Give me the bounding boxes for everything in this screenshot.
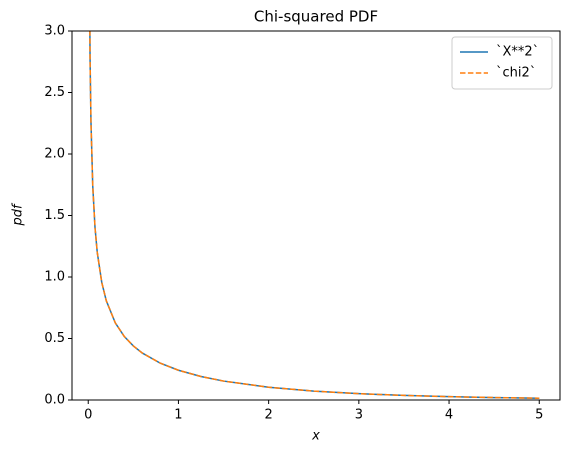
y-axis-label: pdf [11, 202, 26, 227]
x-tick-label: 4 [445, 408, 453, 423]
y-tick-label: 1.0 [44, 270, 65, 285]
y-tick-label: 1.5 [44, 208, 65, 223]
y-tick-label: 2.5 [44, 85, 65, 100]
y-tick-label: 0.0 [44, 393, 65, 408]
x-tick-label: 5 [535, 408, 543, 423]
y-tick-label: 0.5 [44, 331, 65, 346]
legend-label: `chi2` [496, 66, 536, 81]
x-tick-label: 3 [355, 408, 363, 423]
x-tick-label: 0 [84, 408, 92, 423]
line-series [89, 31, 540, 399]
legend-box [451, 36, 553, 90]
chart-title: Chi-squared PDF [254, 8, 378, 26]
x-tick-label: 1 [174, 408, 182, 423]
legend-label: `X**2` [496, 45, 539, 60]
x-tick-label: 2 [265, 408, 273, 423]
y-tick-label: 2.0 [44, 147, 65, 162]
plot-area [89, 31, 540, 399]
x-axis-label: x [311, 429, 320, 444]
y-tick-label: 3.0 [44, 24, 65, 39]
